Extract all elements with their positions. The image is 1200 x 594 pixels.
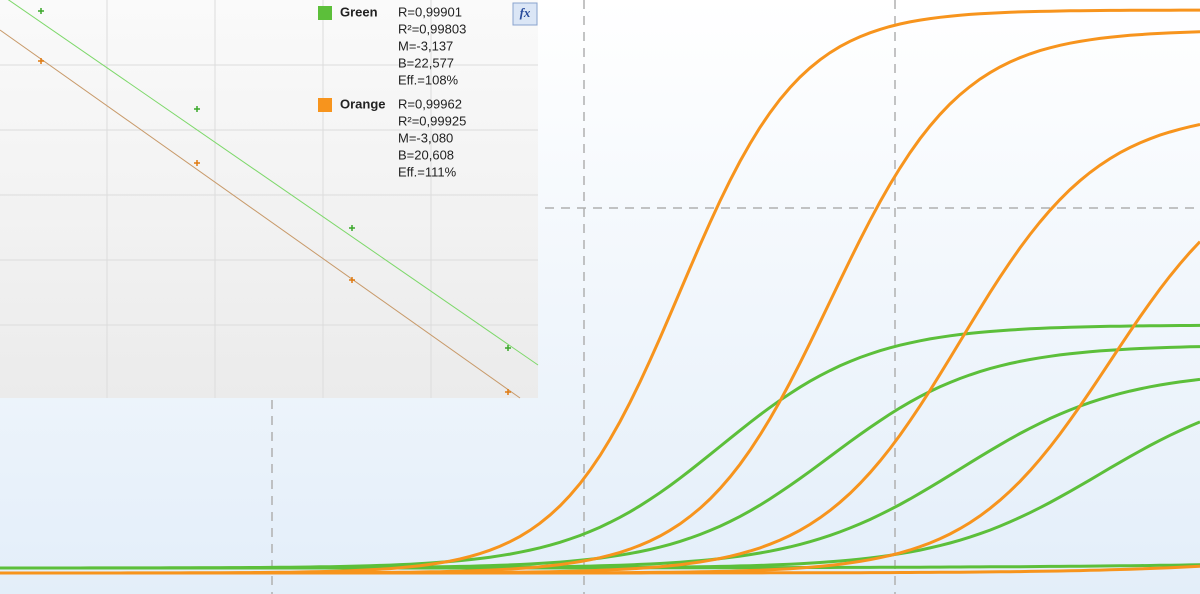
legend-swatch: [318, 6, 332, 20]
point: [38, 8, 511, 351]
legend-name: Green: [340, 4, 378, 19]
inset-grid: [0, 0, 538, 398]
legend-stat: M=-3,137: [398, 38, 453, 53]
legend-stat: B=20,608: [398, 147, 454, 162]
fx-label[interactable]: fx: [520, 5, 531, 20]
orange-curve: [0, 564, 1200, 575]
legend-stat: Eff.=111%: [398, 164, 457, 179]
legend-stat: R=0,99901: [398, 4, 462, 19]
legend-stat: R²=0,99925: [398, 113, 466, 128]
green-points: [38, 8, 511, 351]
green-fit-line: [7, 0, 539, 366]
orange-points: [38, 58, 511, 395]
fx-button-frame[interactable]: [512, 2, 538, 26]
legend-stat: R=0,99962: [398, 96, 462, 111]
fx-button[interactable]: fx: [512, 2, 538, 26]
legend-swatch: [318, 98, 332, 112]
legend-stat: M=-3,080: [398, 130, 453, 145]
legend-stat: B=22,577: [398, 55, 454, 70]
orange-fit-line: [0, 29, 521, 399]
green-curve: [0, 420, 1200, 570]
standard-curve-inset: Green R=0,99901 R²=0,99803 M=-3,137 B=22,577…: [0, 0, 539, 399]
legend-stat: Eff.=108%: [398, 72, 459, 87]
green-curve: [0, 377, 1200, 570]
curves: [0, 8, 1200, 575]
legend-stat: R²=0,99803: [398, 21, 466, 36]
green-curve: [0, 563, 1200, 570]
legend: Green R=0,99901 R²=0,99803 M=-3,137 B=22,577…: [318, 4, 466, 179]
point: [38, 58, 511, 395]
inset-panel: [0, 0, 538, 398]
grid: [271, 0, 1200, 594]
legend-name: Orange: [340, 96, 386, 111]
